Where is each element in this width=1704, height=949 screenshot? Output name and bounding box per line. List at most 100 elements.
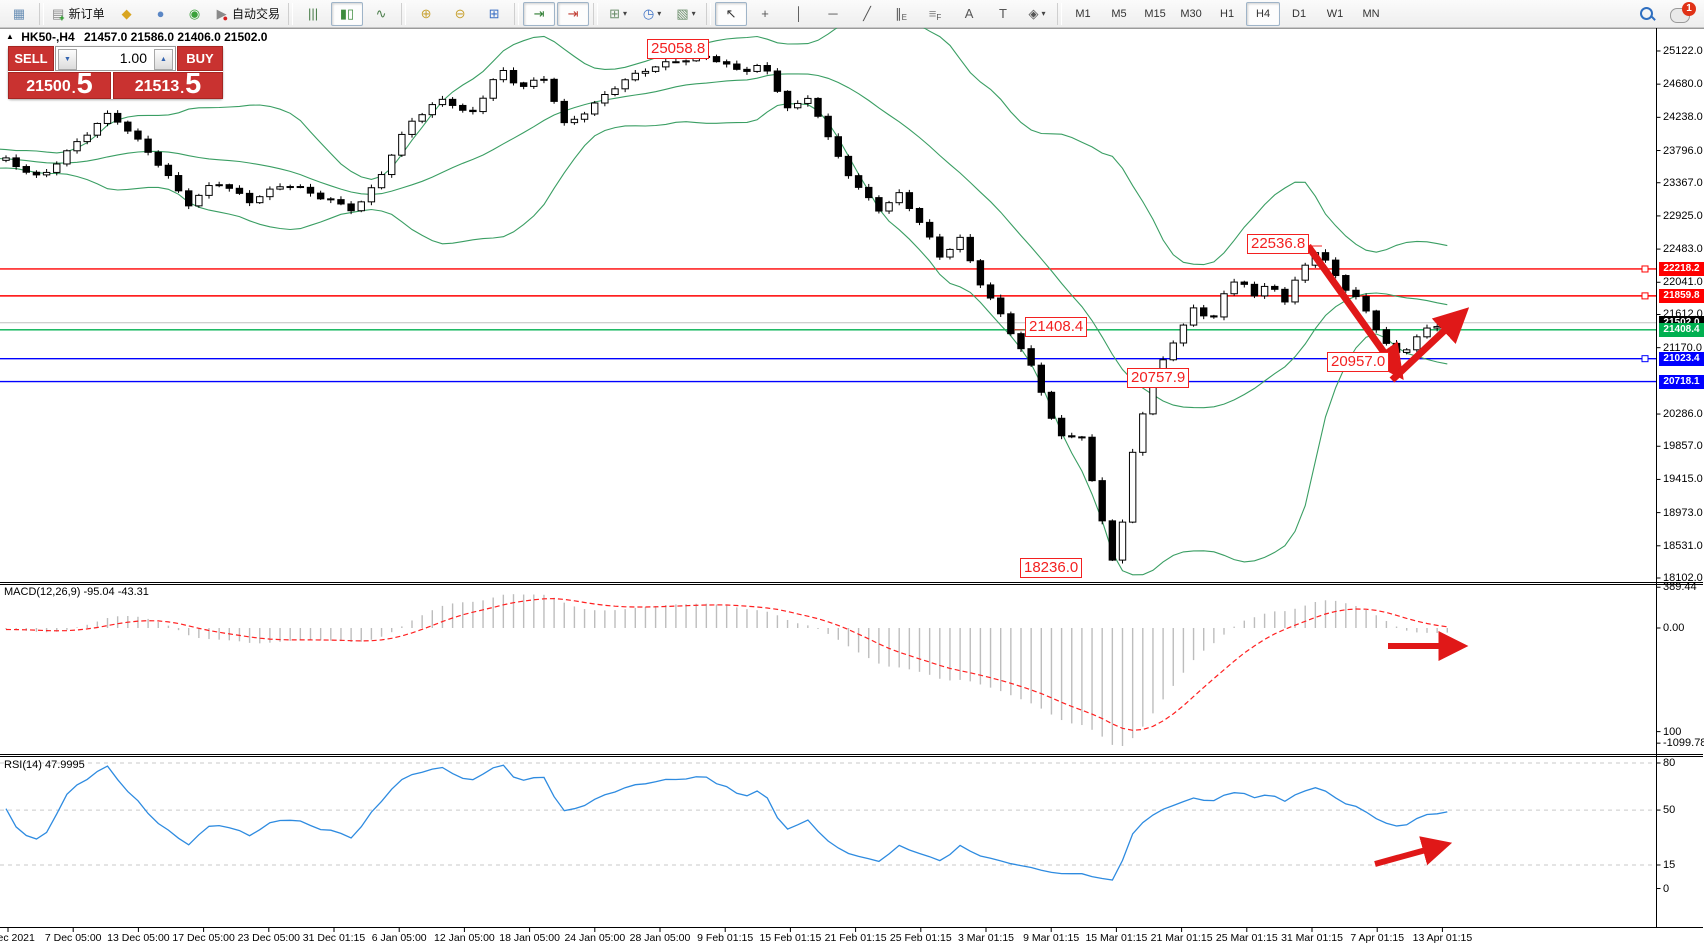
candle-down	[814, 97, 822, 117]
candle-up	[1179, 324, 1188, 344]
candlestick-series	[2, 52, 1451, 564]
zoom-in-button[interactable]: ⊕	[420, 5, 432, 21]
metaeditor-button[interactable]: ◆	[121, 5, 132, 21]
signals-button[interactable]: ◉	[188, 5, 201, 21]
candle-up	[256, 196, 264, 204]
candle-down	[316, 192, 325, 200]
bar-chart-button[interactable]: |||	[307, 6, 319, 21]
candle-up	[1169, 342, 1177, 361]
collapse-arrow-icon[interactable]: ▲	[6, 32, 14, 41]
candle-down	[834, 136, 842, 157]
tf-m30-button[interactable]: M30	[1180, 7, 1202, 20]
candle-up	[276, 186, 284, 190]
candle-down	[174, 175, 183, 192]
horizontal-line-button[interactable]: ─	[828, 6, 838, 21]
candle-up	[103, 112, 112, 124]
candle-up	[804, 97, 812, 104]
plus-overlay-icon: +	[59, 12, 65, 23]
tf-m1-button[interactable]: M1	[1075, 7, 1091, 20]
trend-arrow[interactable]	[1374, 836, 1453, 867]
autoscroll-button[interactable]: ⇥	[523, 1, 556, 26]
buy-price[interactable]: 21513 . 5	[113, 70, 223, 99]
candle-up	[205, 185, 213, 196]
candle-up	[1220, 293, 1228, 318]
zoom-out-button[interactable]: ⊖	[454, 5, 466, 21]
tf-h1-button[interactable]: H1	[1220, 7, 1235, 20]
line-chart-button[interactable]: ∿	[375, 5, 387, 21]
dropdown-arrow-icon[interactable]: ▾	[1041, 9, 1046, 18]
chat-icon[interactable]: 1	[1670, 1, 1696, 23]
candle-down	[1382, 329, 1391, 344]
candle-up	[1423, 327, 1431, 338]
chart-area[interactable]: ▲ HK50-,H4 21457.0 21586.0 21406.0 21502…	[0, 28, 1704, 949]
candle-up	[499, 69, 508, 81]
candle-up	[1189, 307, 1198, 326]
toolbar-separator	[39, 2, 44, 25]
trendline-button[interactable]: ╱	[863, 5, 871, 21]
new-order-button[interactable]: ▤ + 新订单	[52, 5, 105, 23]
candle-down	[1017, 333, 1025, 350]
macd-axis-label: 0.00	[1663, 622, 1685, 634]
buy-button[interactable]: BUY	[177, 46, 223, 71]
arrows-button[interactable]: ◈ ▾	[1028, 5, 1046, 21]
ohlc-values: 21457.0 21586.0 21406.0 21502.0	[83, 30, 268, 44]
text-label-button[interactable]: T	[999, 6, 1007, 21]
symbol-header: ▲ HK50-,H4 21457.0 21586.0 21406.0 21502…	[6, 30, 267, 44]
tf-m5-button[interactable]: M5	[1111, 7, 1127, 20]
candle-up	[946, 248, 954, 258]
one-click-trading-panel: SELL ▼ 1.00 ▲ BUY 21500 . 5 21513 . 5	[8, 46, 223, 99]
dropdown-arrow-icon[interactable]: ▾	[691, 9, 696, 18]
volume-decrease-button[interactable]: ▼	[58, 49, 77, 70]
text-button[interactable]: A	[964, 6, 974, 21]
tf-d1-button[interactable]: D1	[1292, 7, 1307, 20]
rsi-axis-label: 80	[1663, 757, 1676, 769]
autotrading-button[interactable]: ▶ ● 自动交易	[216, 5, 281, 23]
templates-button[interactable]: ▧ ▾	[676, 5, 696, 21]
line-handle[interactable]	[1641, 355, 1649, 363]
dropdown-arrow-icon[interactable]: ▾	[657, 9, 662, 18]
candle-down	[32, 171, 41, 176]
new-chart-button[interactable]: ⊞ ▾	[609, 5, 627, 21]
time-axis-label: 17 Dec 05:00	[172, 932, 235, 944]
tf-w1-button[interactable]: W1	[1326, 7, 1344, 20]
channel-button[interactable]: ∥ E	[895, 5, 907, 23]
price-axis-label: 23367.0	[1663, 176, 1703, 189]
time-axis-label: 31 Dec 01:15	[302, 932, 366, 944]
tile-windows-button[interactable]: ⊞	[488, 5, 500, 21]
crosshair-button[interactable]: +	[761, 6, 769, 21]
volume-input[interactable]: 1.00	[119, 50, 147, 66]
accounts-button[interactable]: ●	[156, 6, 165, 21]
line-handle[interactable]	[1641, 292, 1649, 300]
vertical-line-button[interactable]: │	[794, 6, 804, 21]
time-axis-label: 6 Jan 05:00	[371, 932, 427, 944]
price-annotation[interactable]: 22536.8	[1247, 234, 1310, 254]
trend-arrow[interactable]	[1305, 243, 1404, 380]
tf-mn-button[interactable]: MN	[1362, 7, 1380, 20]
chart-shift-button[interactable]: ⇥	[557, 1, 590, 26]
fibonacci-button[interactable]: ≡ F	[928, 6, 942, 22]
candle-down	[915, 207, 924, 223]
tf-h4-button[interactable]: H4	[1246, 1, 1281, 26]
line-handle[interactable]	[1641, 265, 1649, 273]
price-annotation[interactable]: 20757.9	[1127, 368, 1190, 388]
cursor-button[interactable]: ↖	[715, 1, 748, 26]
time-axis-label: 31 Mar 01:15	[1281, 932, 1343, 944]
search-icon[interactable]	[1638, 5, 1656, 23]
price-annotation[interactable]: 25058.8	[647, 39, 710, 59]
chart-window-icon[interactable]: ▦	[12, 5, 26, 21]
price-annotation[interactable]: 18236.0	[1020, 558, 1083, 578]
macd-panel	[5, 594, 1449, 746]
price-annotation[interactable]: 20957.0	[1327, 352, 1390, 372]
time-axis-label: 9 Feb 01:15	[697, 932, 754, 944]
time-axis-label: 25 Feb 01:15	[889, 932, 952, 944]
dropdown-arrow-icon[interactable]: ▾	[622, 9, 627, 18]
price-annotation[interactable]: 21408.4	[1025, 317, 1088, 337]
volume-increase-button[interactable]: ▲	[154, 49, 173, 70]
candlestick-button[interactable]: ▮▯	[331, 1, 364, 26]
tf-m15-button[interactable]: M15	[1144, 7, 1166, 20]
profiles-button[interactable]: ◷ ▾	[642, 5, 662, 21]
trend-arrow[interactable]	[1389, 307, 1470, 383]
sell-button[interactable]: SELL	[8, 46, 54, 71]
sell-price[interactable]: 21500 . 5	[8, 70, 111, 99]
new-order-button-label: 新订单	[68, 7, 105, 21]
